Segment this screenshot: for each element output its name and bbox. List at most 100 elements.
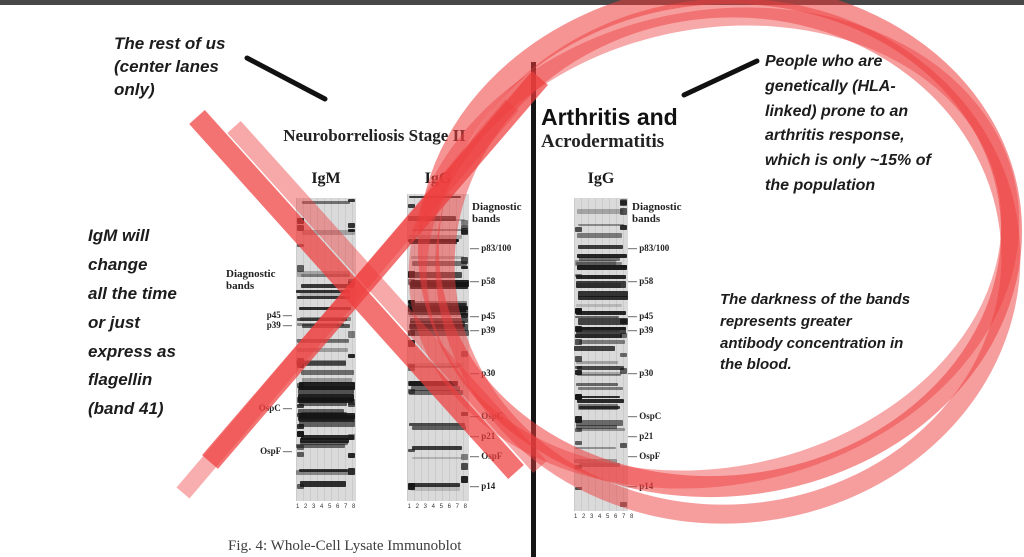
gel-band <box>411 386 460 391</box>
gel-band <box>575 227 582 232</box>
panel-divider-line <box>531 62 536 557</box>
gel-band <box>407 365 460 368</box>
igg-blot-image <box>407 194 469 501</box>
gel-band <box>577 291 628 297</box>
gel-band <box>620 442 627 448</box>
gel-band <box>408 271 415 278</box>
gel-band <box>579 340 626 345</box>
igm-column-label: IgM <box>311 170 341 187</box>
gel-band <box>348 198 355 203</box>
note-people-genetically: People who are genetically (HLA- linked)… <box>765 53 931 194</box>
gel-band <box>577 399 625 404</box>
gel-band <box>620 225 627 230</box>
gel-band <box>408 366 415 371</box>
gel-band <box>297 423 304 430</box>
gel-band <box>620 502 627 508</box>
gel-band <box>575 360 619 364</box>
gel-band <box>579 405 621 409</box>
gel-band <box>575 464 582 470</box>
gel-band <box>297 271 350 277</box>
gel-band <box>298 382 355 390</box>
gel-band <box>577 365 625 371</box>
gel-band <box>408 482 415 490</box>
gel-band <box>577 374 621 377</box>
diagnostic-bands-label-igg: Diagnostic bands <box>472 201 522 226</box>
band-label: — OspF <box>470 451 503 461</box>
band-label: — p21 <box>628 431 654 441</box>
gel-band <box>410 485 460 492</box>
diagnostic-bands-label-arthritis: Diagnostic bands <box>632 201 682 226</box>
band-label: — p21 <box>470 431 496 441</box>
gel-band <box>575 274 626 279</box>
gel-band <box>296 347 348 352</box>
gel-band <box>620 199 627 206</box>
gel-band <box>576 311 627 316</box>
gel-band <box>299 481 346 487</box>
gel-band <box>298 398 355 404</box>
gel-band <box>575 365 582 369</box>
gel-band <box>408 380 458 386</box>
gel-band <box>575 338 582 346</box>
gel-band <box>301 201 351 204</box>
gel-band <box>461 219 468 225</box>
red-circle-loop <box>417 0 1023 498</box>
band-label: — p83/100 <box>470 243 512 253</box>
lane-numbers-igg: 1 2 3 4 5 6 7 8 <box>407 504 469 510</box>
igm-blot-image <box>296 198 356 501</box>
gel-band <box>297 361 304 369</box>
gel-band <box>348 278 355 284</box>
note-igm-change: IgM will change all the time or just exp… <box>88 226 177 419</box>
gel-band <box>348 452 355 458</box>
gel-band <box>408 234 462 239</box>
gel-band <box>297 452 304 457</box>
gel-band <box>297 412 304 418</box>
gel-band <box>410 279 469 287</box>
gel-band <box>411 261 467 266</box>
band-label: — p14 <box>470 481 496 491</box>
gel-band <box>577 233 622 238</box>
gel-band <box>577 387 623 391</box>
arthritis-igg-blot-image <box>574 198 628 511</box>
arthritis-igg-column-label: IgG <box>587 170 615 187</box>
red-circle-loop <box>435 0 1021 524</box>
note-band-darkness: The darkness of the bands represents gre… <box>720 291 911 374</box>
gel-band <box>575 428 582 433</box>
gel-band <box>348 353 355 359</box>
band-label: — p45 <box>628 311 654 321</box>
band-label: — p39 <box>628 325 654 335</box>
gel-band <box>620 368 627 375</box>
gel-band <box>410 318 469 323</box>
gel-band <box>577 245 624 249</box>
gel-band <box>299 469 348 472</box>
band-label: OspC — <box>258 403 292 413</box>
gel-band <box>408 241 458 245</box>
gel-band <box>461 265 468 270</box>
lane-numbers-arthritis: 1 2 3 4 5 6 7 8 <box>574 514 635 520</box>
gel-band <box>407 238 460 243</box>
gel-band <box>575 416 582 423</box>
gel-band <box>297 382 304 388</box>
gel-band <box>297 430 304 438</box>
gel-band <box>620 264 627 269</box>
band-label: — p45 <box>470 311 496 321</box>
band-label: — OspF <box>628 451 661 461</box>
gel-band <box>412 425 466 431</box>
gel-band <box>575 393 582 401</box>
gel-band <box>461 476 468 483</box>
gel-band <box>297 265 304 273</box>
gel-band <box>408 303 415 311</box>
gel-band <box>407 272 463 279</box>
band-label: p39 — <box>266 320 292 330</box>
gel-band <box>574 459 618 464</box>
band-label: — p58 <box>628 276 654 286</box>
gel-band <box>408 331 415 336</box>
gel-band <box>299 293 352 296</box>
acrodermatitis-title: Acrodermatitis <box>541 131 665 152</box>
gel-band <box>348 229 355 233</box>
gel-band <box>461 312 468 319</box>
gel-band <box>348 330 355 338</box>
gel-band <box>461 257 468 264</box>
gel-band <box>574 446 617 450</box>
band-label: p45 — <box>266 310 292 320</box>
